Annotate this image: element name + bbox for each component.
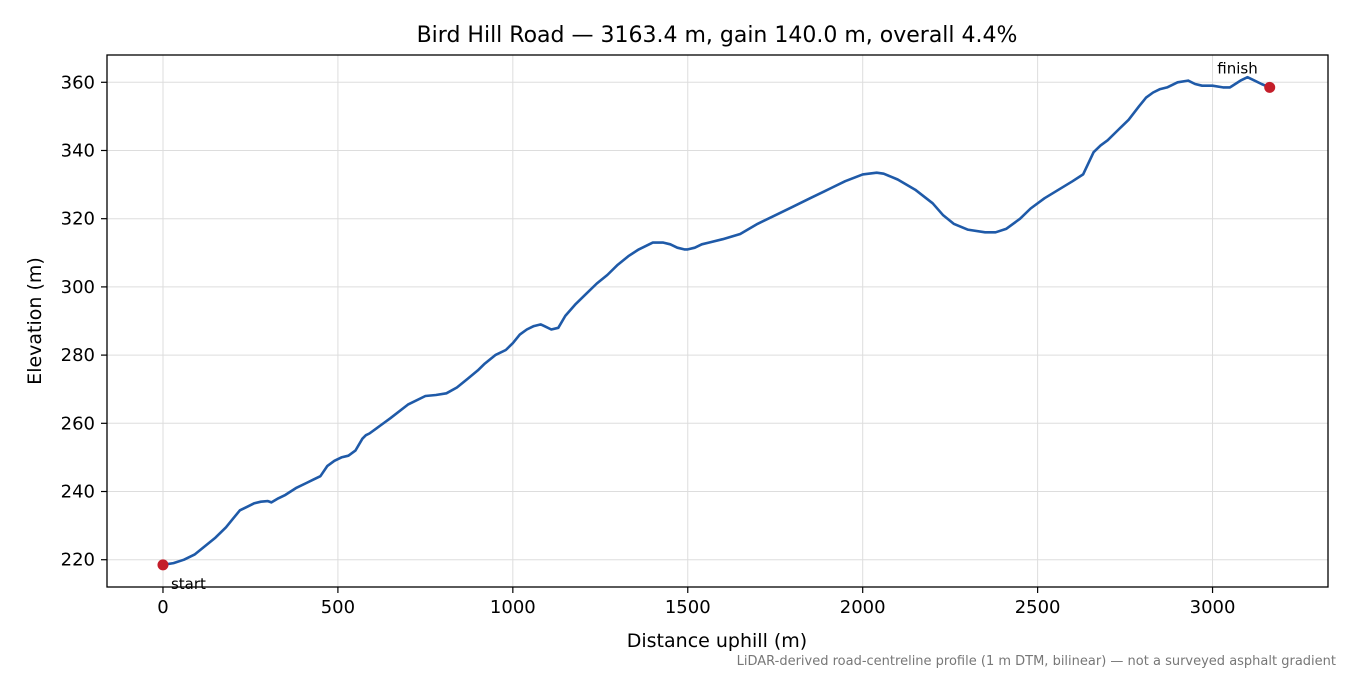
x-tick-label: 2500 [1015,597,1061,618]
finish-marker [1264,81,1276,93]
x-axis-label: Distance uphill (m) [627,630,807,652]
plot-frame [106,54,1329,588]
markers-layer: start finish [157,59,1276,593]
x-tick-label: 1000 [490,597,536,618]
y-axis: 220 240 260 280 300 320 340 360 [61,72,107,571]
elevation-profile-line [161,75,1271,567]
x-tick-label: 3000 [1190,597,1236,618]
x-axis: 0 500 1000 1500 2000 2500 3000 [157,587,1235,618]
x-tick-label: 500 [321,597,355,618]
start-marker [157,559,169,571]
grid [107,55,1328,587]
footnote: LiDAR-derived road-centreline profile (1… [737,654,1336,669]
start-label: start [171,575,206,593]
y-axis-label: Elevation (m) [24,257,46,385]
series-layer [161,75,1271,567]
y-tick-label: 220 [61,550,95,571]
y-tick-label: 280 [61,345,95,366]
chart-title: Bird Hill Road — 3163.4 m, gain 140.0 m,… [417,23,1018,48]
x-tick-label: 1500 [665,597,711,618]
x-tick-label: 2000 [840,597,886,618]
x-tick-label: 0 [157,597,168,618]
y-tick-label: 320 [61,209,95,230]
finish-label: finish [1217,59,1257,77]
y-tick-label: 300 [61,277,95,298]
y-tick-label: 240 [61,482,95,503]
y-tick-label: 260 [61,413,95,434]
y-tick-label: 360 [61,72,95,93]
y-tick-label: 340 [61,140,95,161]
